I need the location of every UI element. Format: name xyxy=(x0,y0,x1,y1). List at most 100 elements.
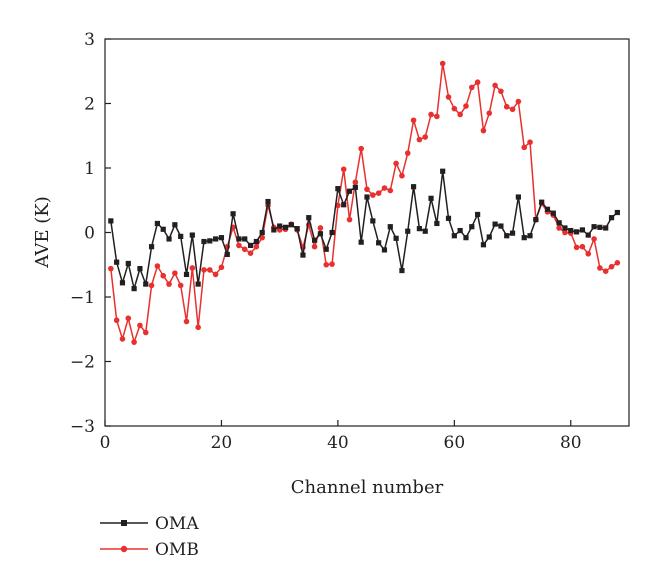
data-point-omb xyxy=(457,111,463,118)
data-point-oma xyxy=(504,233,510,239)
data-point-omb xyxy=(410,117,417,124)
data-point-oma xyxy=(475,211,481,218)
data-point-omb xyxy=(521,144,527,151)
plot-frame xyxy=(104,38,630,427)
data-point-omb xyxy=(591,236,597,242)
data-point-omb xyxy=(381,185,388,191)
data-point-oma xyxy=(213,236,219,242)
data-point-oma xyxy=(527,233,533,239)
data-point-omb xyxy=(416,136,423,143)
data-point-oma xyxy=(416,226,422,232)
data-point-omb xyxy=(579,243,586,250)
series-oma xyxy=(108,168,620,292)
data-point-oma xyxy=(422,228,428,234)
axes xyxy=(104,38,630,427)
legend-item-oma: OMA xyxy=(100,514,199,534)
data-point-oma xyxy=(306,215,312,221)
data-point-oma xyxy=(440,168,446,174)
series-layer xyxy=(108,60,621,345)
data-point-omb xyxy=(422,134,429,140)
data-point-oma xyxy=(178,233,184,239)
data-point-omb xyxy=(125,315,132,322)
data-point-oma xyxy=(492,221,498,227)
data-point-oma xyxy=(469,224,475,230)
data-point-oma xyxy=(172,222,178,228)
data-point-oma xyxy=(143,281,149,287)
data-point-oma xyxy=(445,215,452,221)
data-point-oma xyxy=(381,247,388,253)
data-point-omb xyxy=(317,225,324,231)
data-point-omb xyxy=(340,166,347,173)
y-tick-label: 2 xyxy=(84,95,95,115)
data-point-omb xyxy=(183,318,190,325)
data-point-oma xyxy=(183,271,190,278)
data-point-oma xyxy=(218,235,225,241)
data-point-omb xyxy=(509,106,516,113)
legend-label: OMA xyxy=(155,514,199,534)
data-point-oma xyxy=(370,218,376,224)
data-point-omb xyxy=(311,243,318,250)
data-point-omb xyxy=(602,268,609,275)
data-point-oma xyxy=(486,234,492,240)
data-point-omb xyxy=(160,272,167,279)
data-point-omb xyxy=(597,265,603,271)
y-tick-label: 3 xyxy=(84,30,95,50)
data-point-oma xyxy=(346,188,353,194)
data-point-omb xyxy=(358,145,364,152)
legend-marker xyxy=(120,545,128,553)
data-point-oma xyxy=(463,235,469,241)
data-point-oma xyxy=(556,220,562,226)
data-point-oma xyxy=(160,226,166,232)
data-point-oma xyxy=(498,223,504,229)
data-point-omb xyxy=(527,139,533,145)
data-point-omb xyxy=(498,88,504,95)
data-point-omb xyxy=(108,265,114,272)
y-tick-label: −3 xyxy=(70,417,95,437)
data-point-oma xyxy=(125,260,131,267)
x-axis-ticks: 0 20 40 60 80 xyxy=(100,420,582,453)
data-point-oma xyxy=(603,225,609,231)
data-point-omb xyxy=(137,322,143,329)
data-point-oma xyxy=(521,235,527,241)
data-point-omb xyxy=(189,265,196,271)
data-point-oma xyxy=(533,217,539,223)
data-point-omb xyxy=(474,79,481,86)
data-point-omb xyxy=(399,172,405,179)
data-point-oma xyxy=(387,224,393,230)
data-point-oma xyxy=(568,227,574,234)
data-point-omb xyxy=(614,260,621,266)
data-point-oma xyxy=(201,238,207,245)
data-point-omb xyxy=(207,267,213,273)
data-point-oma xyxy=(585,232,591,238)
data-point-oma xyxy=(114,259,120,265)
data-point-omb xyxy=(573,244,580,251)
y-tick-label: 1 xyxy=(84,159,95,179)
data-point-oma xyxy=(341,202,347,208)
data-point-omb xyxy=(323,261,330,268)
data-point-oma xyxy=(562,225,568,231)
data-point-oma xyxy=(579,227,586,233)
y-tick-label: 0 xyxy=(84,224,95,244)
data-point-oma xyxy=(480,242,487,248)
data-point-omb xyxy=(195,324,201,331)
data-point-omb xyxy=(259,234,266,241)
data-point-oma xyxy=(189,232,195,238)
data-point-omb xyxy=(346,216,353,223)
data-point-omb xyxy=(119,336,126,342)
data-point-oma xyxy=(539,199,545,205)
data-point-oma xyxy=(207,238,213,244)
data-point-omb xyxy=(329,261,335,267)
data-point-omb xyxy=(253,243,260,250)
data-point-oma xyxy=(591,224,597,230)
data-point-omb xyxy=(451,105,458,112)
x-axis-title: Channel number xyxy=(291,477,444,498)
legend: OMA OMB xyxy=(100,514,199,560)
data-point-omb xyxy=(364,186,370,193)
data-point-oma xyxy=(410,184,417,190)
data-point-oma xyxy=(550,210,556,216)
data-point-oma xyxy=(329,229,335,236)
data-point-omb xyxy=(375,190,382,196)
data-point-oma xyxy=(224,251,230,258)
legend-marker xyxy=(121,520,127,526)
